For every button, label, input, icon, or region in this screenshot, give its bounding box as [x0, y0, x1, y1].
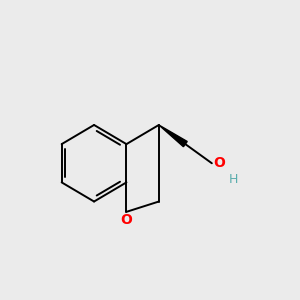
Polygon shape — [159, 125, 187, 147]
Text: O: O — [121, 213, 132, 227]
Text: H: H — [229, 173, 239, 186]
Text: O: O — [213, 156, 225, 170]
